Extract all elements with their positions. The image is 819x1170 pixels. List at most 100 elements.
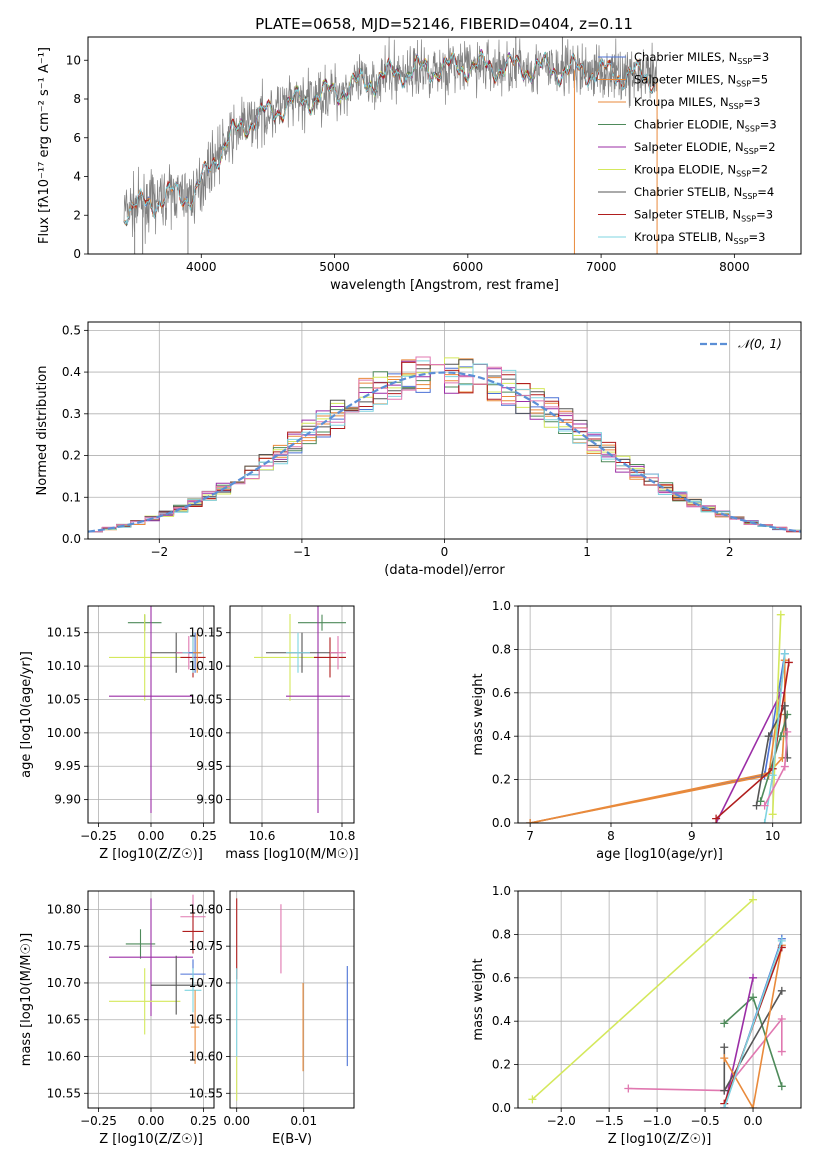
plus-marker xyxy=(783,753,792,762)
plus-marker xyxy=(768,810,777,819)
x-tick-label: 6000 xyxy=(453,260,484,274)
y-tick-label: 10.10 xyxy=(189,659,223,673)
plus-marker xyxy=(712,814,721,823)
panel-1: −2 −1 0 1 2 0.0 0.1 0.2 0.3 0.4 0.5 (data-model)/er… xyxy=(35,321,802,578)
plus-marker xyxy=(526,819,535,823)
plus-marker xyxy=(777,1082,786,1091)
legend-label: Salpeter ELODIE, NSSP=2 xyxy=(634,140,776,156)
plus-marker xyxy=(760,819,769,823)
axes-frame xyxy=(87,890,215,1109)
x-tick-label: 4000 xyxy=(186,260,217,274)
panel-4: 7 8 9 10 0.0 0.2 0.4 0.6 0.8 1.0 age [log10(age/yr… xyxy=(471,599,802,862)
x-tick-label: 0.25 xyxy=(190,829,217,843)
plus-marker xyxy=(764,732,773,741)
x-tick-label: 0.00 xyxy=(223,1114,250,1128)
y-tick-label: 0.6 xyxy=(492,971,511,985)
y-axis-label: mass [log10(M/M☉)] xyxy=(19,933,34,1066)
plus-marker xyxy=(749,993,758,1002)
x-tick-label: 10.8 xyxy=(329,829,356,843)
data-spectrum-line xyxy=(123,37,658,244)
plus-marker xyxy=(777,1015,786,1024)
y-tick-label: 0.0 xyxy=(62,532,81,546)
series-line xyxy=(529,660,786,823)
series-line xyxy=(715,692,782,823)
y-tick-label: 10.05 xyxy=(189,692,223,706)
x-tick-label: 0.00 xyxy=(138,1114,165,1128)
plus-marker xyxy=(720,1054,729,1063)
plus-marker xyxy=(784,658,793,667)
plus-marker xyxy=(783,727,792,736)
model-spectrum-kroupa_stelib xyxy=(123,50,655,225)
plus-marker xyxy=(768,771,777,780)
y-tick-label: 10.00 xyxy=(189,726,223,740)
legend-label: Kroupa STELIB, NSSP=3 xyxy=(634,230,765,246)
y-tick-label: 0.2 xyxy=(492,773,511,787)
y-axis-label: Normed distribution xyxy=(35,366,50,496)
series-line xyxy=(531,899,754,1100)
axes-frame xyxy=(229,890,355,1109)
y-tick-label: 10.60 xyxy=(47,1050,81,1064)
plus-marker xyxy=(528,1095,537,1104)
x-axis-label: Z [log10(Z/Z☉)] xyxy=(608,1132,712,1147)
y-tick-label: 9.90 xyxy=(54,793,81,807)
plus-marker xyxy=(749,895,758,904)
y-axis-label: mass weight xyxy=(471,673,486,755)
plot-area xyxy=(526,610,793,823)
legend-label: Kroupa MILES, NSSP=3 xyxy=(634,95,760,111)
x-tick-label: 9 xyxy=(688,829,696,843)
x-axis-label: wavelength [Angstrom, rest frame] xyxy=(330,278,559,293)
plus-marker xyxy=(760,801,769,810)
y-tick-label: 0.5 xyxy=(62,323,81,337)
x-axis-label: Z [log10(Z/Z☉)] xyxy=(99,847,203,862)
legend-label: Chabrier MILES, NSSP=3 xyxy=(634,50,769,66)
x-tick-label: 10.6 xyxy=(249,829,276,843)
plot-area xyxy=(109,894,206,1064)
plus-marker xyxy=(776,610,785,619)
x-tick-label: −0.5 xyxy=(690,1114,719,1128)
y-axis-label: Flux [fλ10⁻¹⁷ erg cm⁻² s⁻¹ A⁻¹] xyxy=(37,47,52,244)
panel-5: −0.25 0.00 0.25 10.55 10.60 10.65 10.70 10.75 10… xyxy=(19,890,217,1147)
axes-frame xyxy=(87,321,802,540)
y-axis-label: mass weight xyxy=(471,958,486,1040)
panel-2: −0.25 0.00 0.25 9.90 9.95 10.00 10.05 10.10 10.1… xyxy=(19,605,217,862)
plus-marker xyxy=(752,801,761,810)
plus-marker xyxy=(780,762,789,771)
x-tick-label: 0 xyxy=(441,545,449,559)
x-tick-label: −1.5 xyxy=(595,1114,624,1128)
axes-frame xyxy=(517,890,802,1109)
plot-area xyxy=(109,606,206,813)
figure-title: PLATE=0658, MJD=52146, FIBERID=0404, z=0… xyxy=(255,15,633,33)
histogram-pink xyxy=(88,356,801,533)
y-tick-label: 1.0 xyxy=(492,599,511,613)
plus-marker xyxy=(780,649,789,658)
plus-marker xyxy=(720,1104,729,1108)
x-tick-label: 8 xyxy=(607,829,615,843)
y-tick-label: 0.6 xyxy=(492,686,511,700)
plus-marker xyxy=(720,1019,729,1028)
y-tick-label: 4 xyxy=(73,170,81,184)
plot-area xyxy=(123,37,658,254)
y-tick-label: 10.10 xyxy=(47,659,81,673)
x-tick-label: −2.0 xyxy=(547,1114,576,1128)
y-tick-label: 0.3 xyxy=(62,407,81,421)
plus-marker xyxy=(624,1084,633,1093)
legend-label: Chabrier ELODIE, NSSP=3 xyxy=(634,118,777,134)
x-tick-label: 7000 xyxy=(586,260,617,274)
x-tick-label: 10 xyxy=(765,829,780,843)
x-tick-label: 2 xyxy=(726,545,734,559)
plus-marker xyxy=(720,1043,729,1052)
y-tick-label: 10.65 xyxy=(189,1013,223,1027)
x-tick-label: 0.01 xyxy=(290,1114,317,1128)
y-tick-label: 10.55 xyxy=(189,1086,223,1100)
series-line xyxy=(723,940,783,1108)
y-tick-label: 2 xyxy=(73,208,81,222)
y-tick-label: 10.75 xyxy=(47,939,81,953)
y-tick-label: 0.1 xyxy=(62,490,81,504)
axes-frame xyxy=(517,605,802,824)
legend-label: Chabrier STELIB, NSSP=4 xyxy=(634,185,774,201)
plot-area xyxy=(254,606,350,813)
plot-area xyxy=(236,898,348,1101)
plus-marker xyxy=(777,936,786,945)
x-axis-label: mass [log10(M/M☉)] xyxy=(225,847,358,862)
y-tick-label: 0.4 xyxy=(62,365,81,379)
